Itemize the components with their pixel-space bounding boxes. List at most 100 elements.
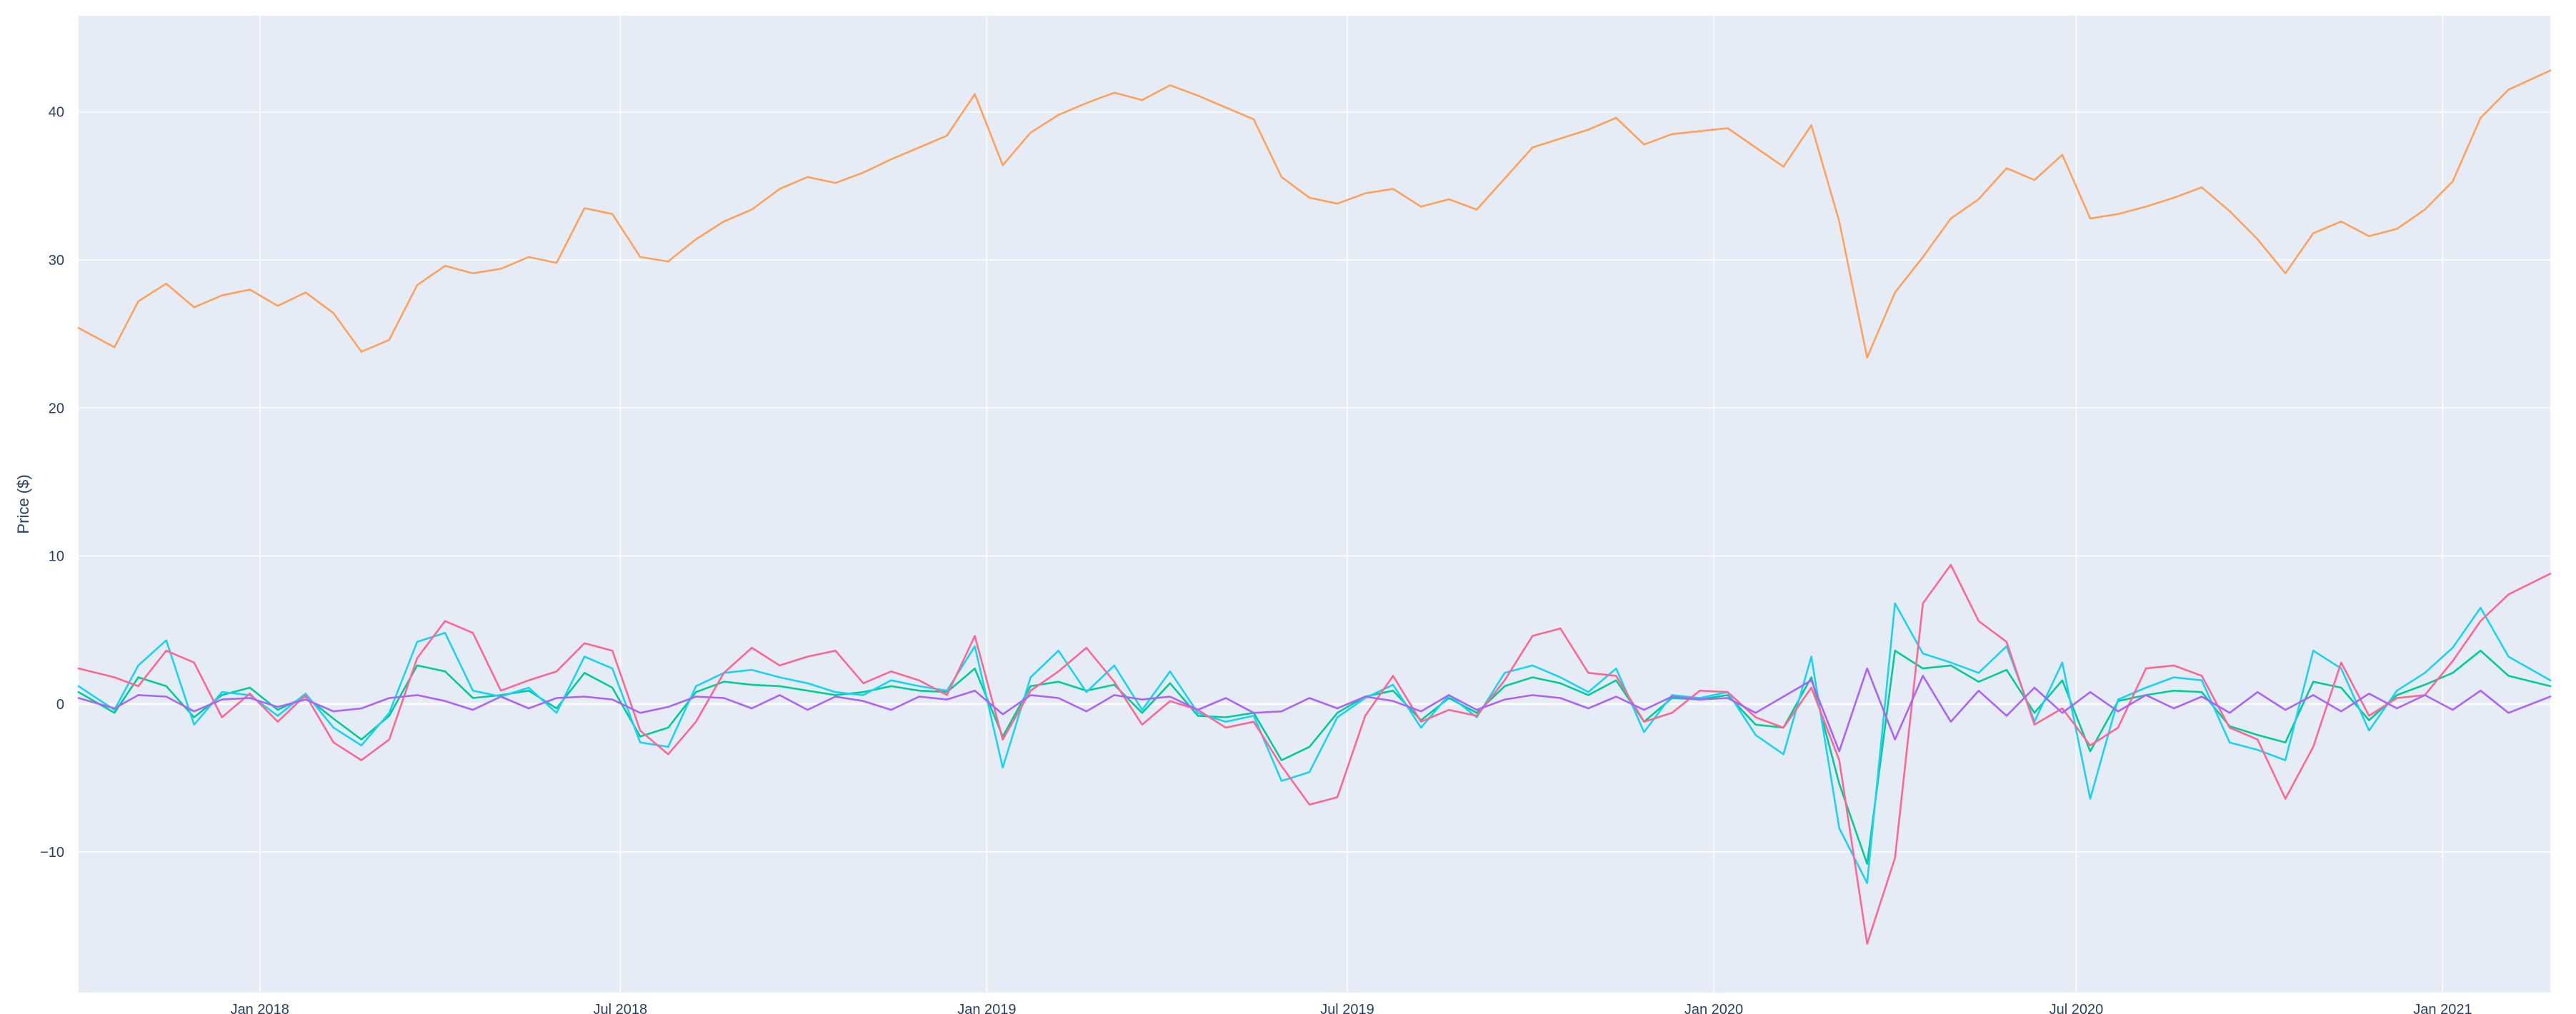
data-point <box>1783 727 1784 728</box>
data-point <box>305 292 306 293</box>
data-point <box>1225 717 1227 718</box>
data-point <box>2034 179 2035 181</box>
data-point <box>2312 746 2314 748</box>
data-point <box>1253 716 1254 717</box>
data-point <box>1086 691 1087 693</box>
data-point <box>919 690 920 691</box>
data-point <box>416 695 418 696</box>
data-point <box>2173 677 2175 678</box>
data-point <box>2145 695 2147 696</box>
y-tick-label: 10 <box>49 549 64 565</box>
data-point <box>2229 727 2230 728</box>
data-point <box>863 691 864 693</box>
data-point <box>1309 746 1310 748</box>
data-point <box>584 696 585 698</box>
data-point <box>416 284 418 286</box>
data-point <box>2285 709 2286 711</box>
data-point <box>919 680 920 681</box>
y-axis-tick-labels: −10 0 10 20 30 40 <box>40 105 64 860</box>
data-point <box>1811 687 1812 688</box>
data-point <box>1476 713 1477 714</box>
data-point <box>696 239 697 240</box>
data-point <box>472 690 474 691</box>
data-point <box>2257 749 2258 751</box>
data-point <box>528 256 529 258</box>
data-point <box>2257 739 2258 741</box>
data-point <box>752 708 753 709</box>
data-point <box>1420 721 1422 723</box>
data-point <box>752 647 753 648</box>
data-point <box>2369 730 2370 731</box>
data-point <box>361 739 362 741</box>
data-point <box>78 691 79 693</box>
data-point <box>2062 662 2063 663</box>
data-point <box>361 351 362 353</box>
data-point <box>2201 676 2202 677</box>
data-point <box>584 208 585 209</box>
data-point <box>974 690 976 691</box>
data-point <box>1392 690 1394 691</box>
data-point <box>668 754 669 756</box>
data-point <box>1197 709 1199 711</box>
data-point <box>752 209 753 211</box>
data-point <box>724 673 725 674</box>
data-point <box>639 742 641 743</box>
data-point <box>1727 691 1729 693</box>
data-point <box>1030 677 1032 678</box>
data-point <box>1337 717 1338 718</box>
data-point <box>361 708 362 709</box>
data-point <box>78 668 79 669</box>
data-point <box>1114 684 1115 686</box>
data-point <box>2550 680 2551 681</box>
data-point <box>1839 221 1840 222</box>
data-point <box>1839 783 1840 785</box>
data-point <box>835 182 837 184</box>
data-point <box>668 261 669 262</box>
series-line-0 <box>77 69 2552 359</box>
data-point <box>2425 695 2426 696</box>
data-point <box>1142 724 1143 726</box>
data-point <box>194 717 195 718</box>
data-point <box>305 695 306 696</box>
data-point <box>1699 131 1701 132</box>
data-point <box>1978 673 1980 674</box>
data-point <box>114 347 115 348</box>
data-point <box>1867 883 1868 884</box>
data-point <box>611 699 613 701</box>
data-point <box>974 668 976 669</box>
data-point <box>1560 698 1562 699</box>
data-point <box>1699 699 1701 701</box>
data-point <box>807 690 809 691</box>
data-point <box>1197 95 1199 96</box>
data-point <box>1448 709 1449 711</box>
data-point <box>2117 214 2119 215</box>
data-point <box>389 739 390 741</box>
data-point <box>611 668 613 669</box>
data-point <box>584 643 585 644</box>
data-point <box>2257 239 2258 240</box>
data-point <box>221 691 223 693</box>
data-point <box>1420 711 1422 712</box>
data-point <box>2508 656 2510 658</box>
data-point <box>277 709 279 711</box>
data-point <box>277 306 279 307</box>
x-tick-label: Jul 2020 <box>2050 1002 2104 1014</box>
data-point <box>221 295 223 296</box>
data-point <box>1030 686 1032 687</box>
data-point <box>114 677 115 678</box>
data-point <box>1309 698 1310 699</box>
data-point <box>2145 206 2147 208</box>
data-point <box>2397 229 2398 230</box>
data-point <box>166 696 167 698</box>
data-point <box>528 687 529 688</box>
data-point <box>2452 661 2454 662</box>
data-point <box>779 665 781 666</box>
data-point <box>1588 695 1589 696</box>
data-point <box>891 671 892 672</box>
data-point <box>1560 628 1562 629</box>
data-point <box>138 695 139 696</box>
data-point <box>1560 683 1562 684</box>
data-point <box>863 683 864 684</box>
data-point <box>333 727 334 728</box>
y-tick-label: 40 <box>49 105 64 121</box>
